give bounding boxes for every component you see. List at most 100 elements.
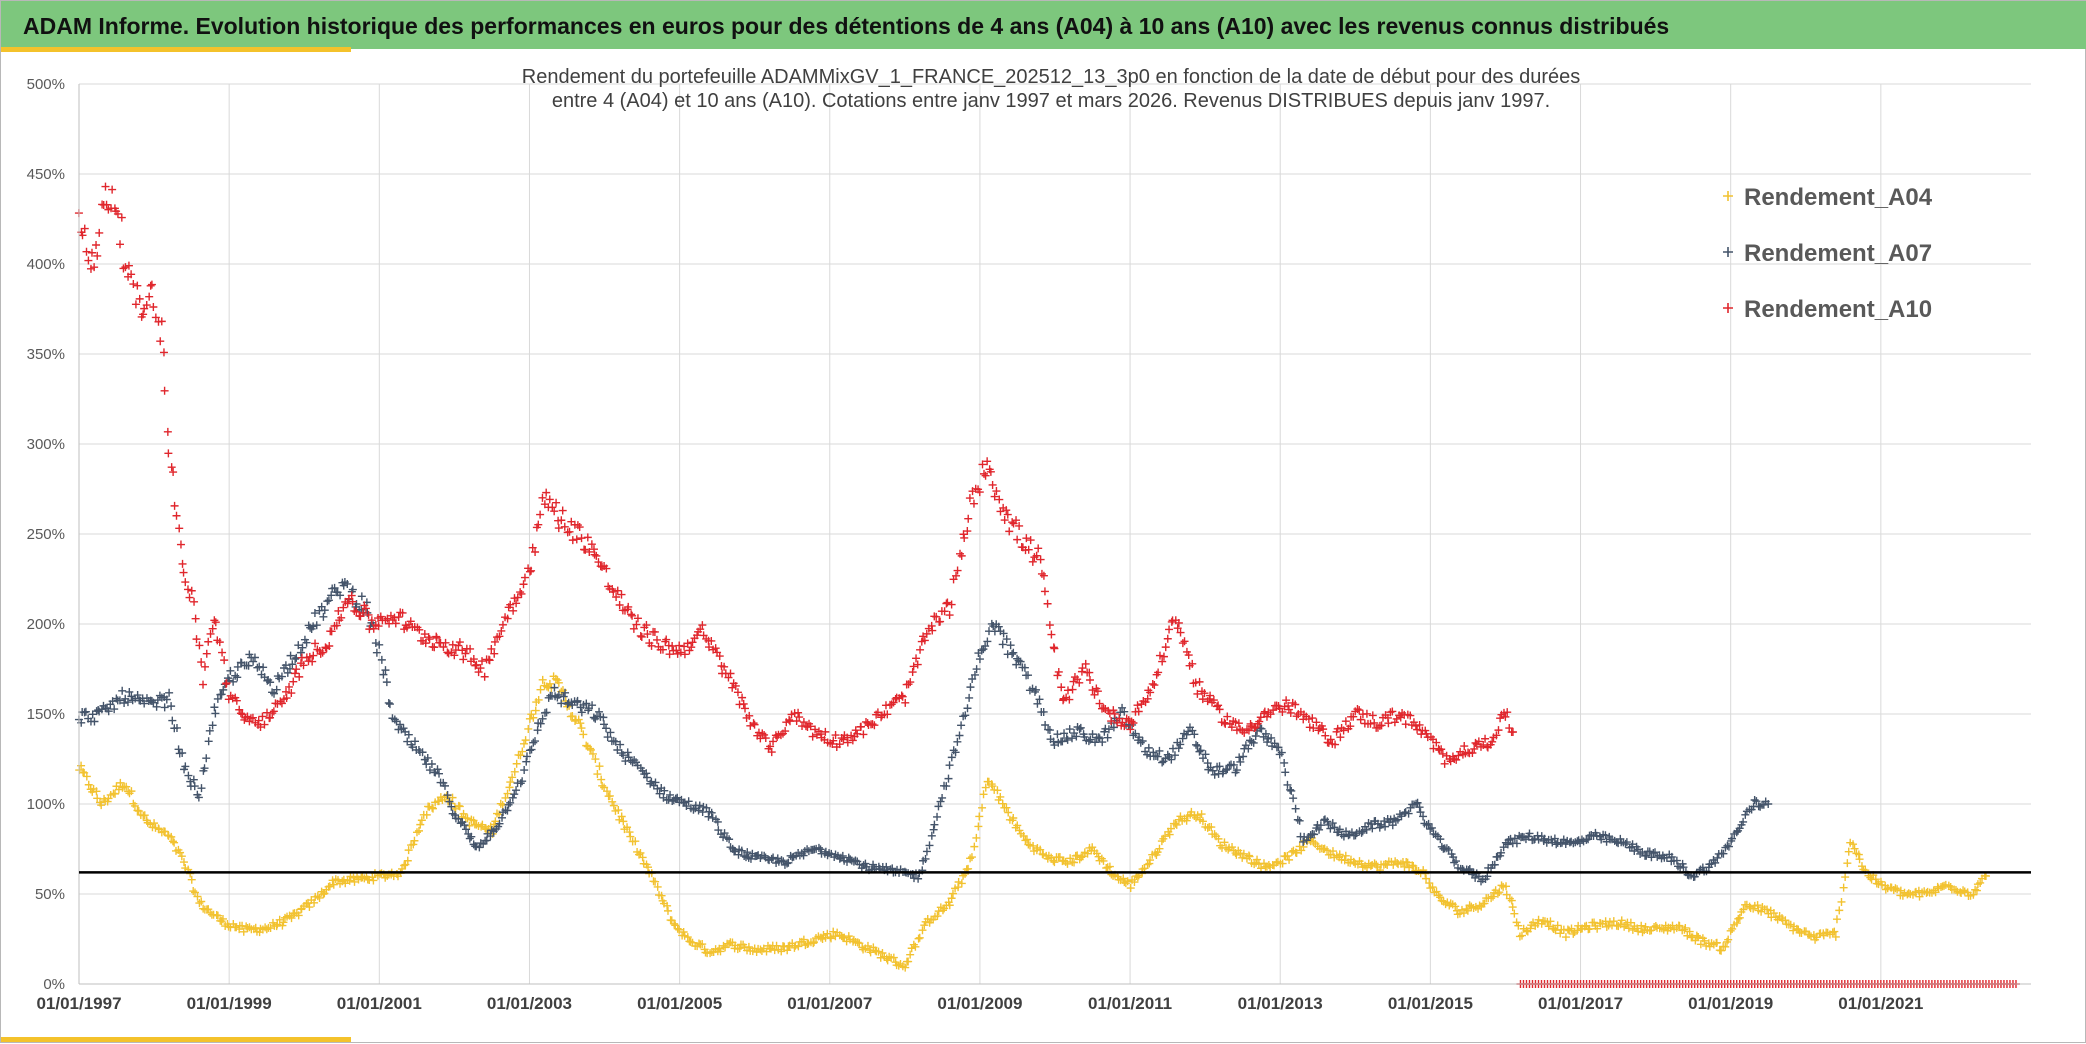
data-point <box>243 924 252 933</box>
data-point <box>1154 668 1163 677</box>
data-point <box>745 711 754 720</box>
data-point <box>998 640 1007 649</box>
data-point <box>889 953 898 962</box>
data-point <box>1495 888 1504 897</box>
data-point <box>1176 628 1185 637</box>
data-point <box>1508 903 1517 912</box>
data-point <box>1172 820 1181 829</box>
data-point <box>657 891 666 900</box>
data-point <box>711 644 720 653</box>
data-point <box>288 660 297 669</box>
data-point <box>1214 701 1223 710</box>
data-point <box>430 643 439 652</box>
data-point <box>211 709 220 718</box>
data-point <box>912 654 921 663</box>
data-point <box>672 646 681 655</box>
data-point <box>810 938 819 947</box>
data-point <box>1291 804 1300 813</box>
grid <box>78 83 2031 985</box>
data-point <box>382 678 391 687</box>
data-point <box>478 657 487 666</box>
data-point <box>911 942 920 951</box>
data-point <box>583 533 592 542</box>
data-point <box>577 708 586 717</box>
data-point <box>1621 839 1630 848</box>
data-point <box>145 292 154 301</box>
data-point <box>638 853 647 862</box>
data-point <box>1724 842 1733 851</box>
data-point <box>1672 856 1681 865</box>
data-point <box>608 797 617 806</box>
data-point <box>348 585 357 594</box>
data-point <box>706 949 715 958</box>
data-point <box>927 831 936 840</box>
data-point <box>944 774 953 783</box>
data-point <box>587 540 596 549</box>
data-point <box>531 706 540 715</box>
data-point <box>1514 921 1523 930</box>
data-point <box>1503 708 1512 717</box>
data-point <box>510 767 519 776</box>
legend-label: Rendement_A07 <box>1744 240 1932 267</box>
data-point <box>1283 852 1292 861</box>
data-point <box>155 691 164 700</box>
data-point <box>1086 735 1095 744</box>
data-point <box>1951 885 1960 894</box>
data-point <box>1479 740 1488 749</box>
data-point <box>1419 812 1428 821</box>
data-point <box>557 699 566 708</box>
data-point <box>683 639 692 648</box>
data-point <box>1624 924 1633 933</box>
data-point <box>1752 797 1761 806</box>
data-point <box>909 662 918 671</box>
data-point <box>1450 754 1459 763</box>
data-point <box>1763 905 1772 914</box>
data-point <box>448 640 457 649</box>
data-point <box>536 510 545 519</box>
data-point <box>726 669 735 678</box>
data-point <box>928 626 937 635</box>
data-point <box>806 722 815 731</box>
data-point <box>496 799 505 808</box>
data-point <box>204 637 213 646</box>
data-point <box>153 696 162 705</box>
data-point <box>572 535 581 544</box>
data-point <box>623 823 632 832</box>
data-point <box>794 942 803 951</box>
data-point <box>519 739 528 748</box>
data-point <box>191 888 199 897</box>
data-point <box>101 182 110 191</box>
data-point <box>1969 890 1978 899</box>
data-point <box>1058 737 1067 746</box>
data-point <box>394 613 403 622</box>
data-point <box>1269 706 1278 715</box>
data-point <box>424 633 433 642</box>
data-point <box>1193 811 1202 820</box>
data-point <box>1158 657 1167 666</box>
data-point <box>1517 931 1526 940</box>
data-point <box>891 694 900 703</box>
data-point <box>93 794 102 803</box>
data-point <box>517 589 526 598</box>
data-point <box>1450 858 1459 867</box>
data-point <box>1442 844 1451 853</box>
data-point <box>1681 923 1690 932</box>
data-point <box>619 817 628 826</box>
data-point <box>84 256 93 265</box>
data-point <box>123 698 132 707</box>
data-point <box>1976 878 1985 887</box>
data-point <box>551 674 560 683</box>
data-point <box>1037 569 1046 578</box>
data-point <box>1075 725 1084 734</box>
data-point <box>1289 794 1298 803</box>
data-point <box>545 679 554 688</box>
data-point <box>316 649 325 658</box>
data-point <box>761 734 770 743</box>
data-point <box>949 746 958 755</box>
data-point <box>1304 715 1313 724</box>
data-point <box>1735 913 1744 922</box>
data-point <box>327 591 336 600</box>
data-point <box>673 793 682 802</box>
data-point <box>1167 617 1176 626</box>
